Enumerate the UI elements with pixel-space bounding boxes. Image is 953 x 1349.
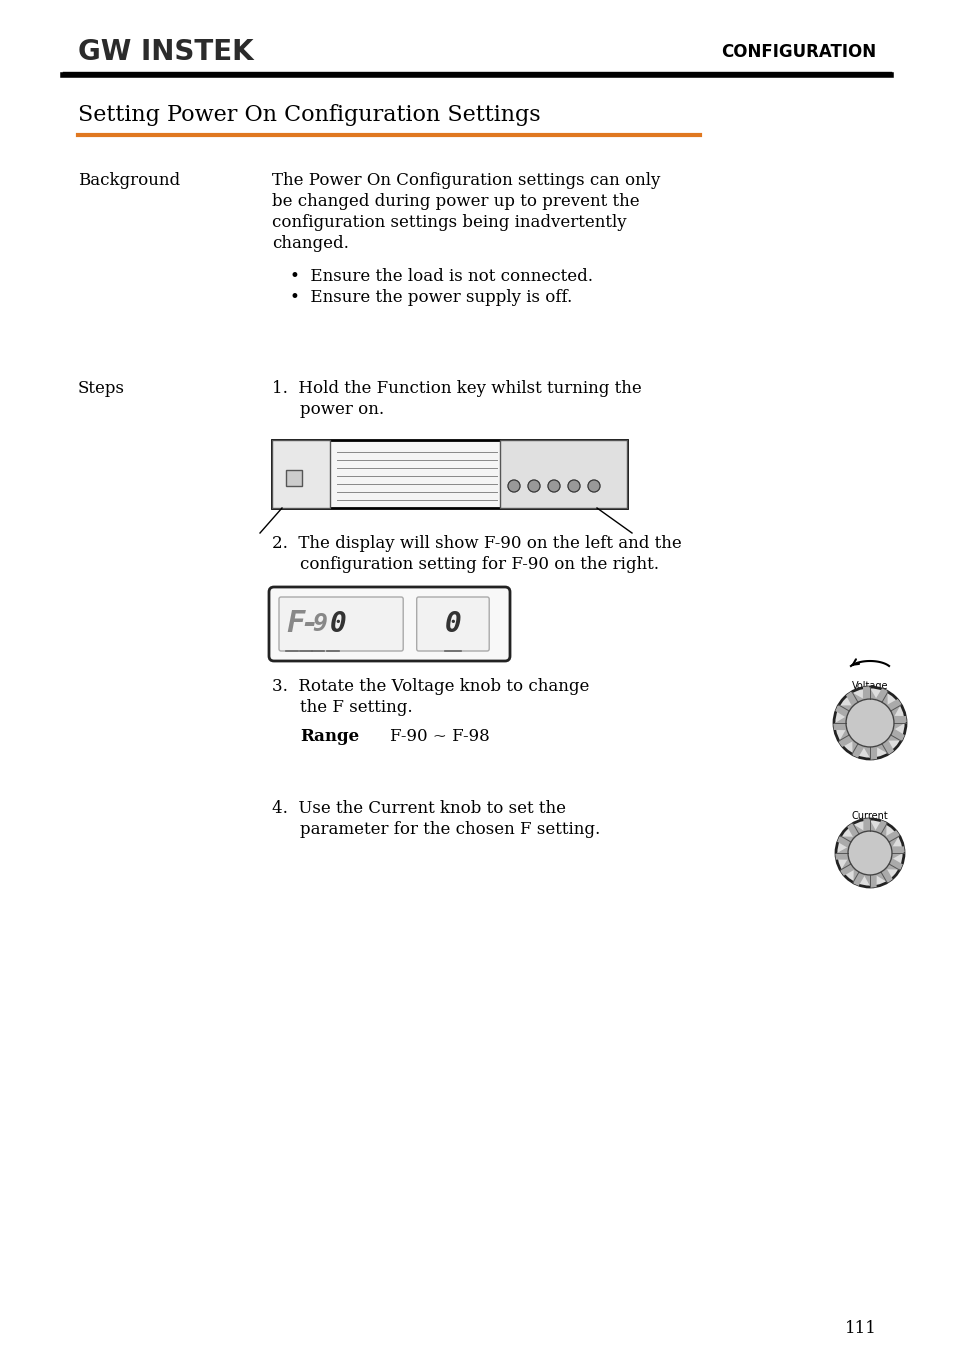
- Polygon shape: [886, 700, 900, 716]
- Polygon shape: [846, 692, 862, 707]
- Circle shape: [845, 699, 893, 747]
- Text: configuration settings being inadvertently: configuration settings being inadvertent…: [272, 214, 626, 231]
- Bar: [499, 440, 626, 509]
- Polygon shape: [863, 874, 875, 888]
- FancyBboxPatch shape: [286, 469, 302, 486]
- Polygon shape: [862, 687, 875, 700]
- Text: 1.  Hold the Function key whilst turning the: 1. Hold the Function key whilst turning …: [272, 380, 641, 397]
- Text: GW INSTEK: GW INSTEK: [78, 38, 253, 66]
- Polygon shape: [833, 716, 846, 730]
- Polygon shape: [847, 824, 863, 838]
- Polygon shape: [853, 869, 863, 885]
- Text: CONFIGURATION: CONFIGURATION: [720, 43, 875, 61]
- Circle shape: [835, 819, 903, 888]
- FancyBboxPatch shape: [278, 598, 403, 652]
- Circle shape: [863, 692, 875, 703]
- Polygon shape: [890, 847, 903, 859]
- Text: Ⓘ: Ⓘ: [866, 692, 872, 701]
- Polygon shape: [875, 689, 886, 706]
- FancyBboxPatch shape: [272, 440, 626, 509]
- Circle shape: [547, 480, 559, 492]
- Polygon shape: [884, 831, 898, 847]
- Circle shape: [527, 480, 539, 492]
- Polygon shape: [835, 847, 848, 859]
- Polygon shape: [886, 728, 902, 741]
- Polygon shape: [875, 869, 891, 882]
- Text: configuration setting for F-90 on the right.: configuration setting for F-90 on the ri…: [299, 556, 659, 573]
- Text: 0: 0: [330, 610, 346, 638]
- Text: Background: Background: [78, 173, 180, 189]
- Text: -: -: [299, 610, 318, 638]
- Text: F-90 ~ F-98: F-90 ~ F-98: [390, 728, 489, 745]
- Polygon shape: [837, 838, 854, 847]
- Bar: [272, 440, 330, 509]
- Circle shape: [587, 480, 599, 492]
- Circle shape: [833, 687, 905, 759]
- Polygon shape: [839, 730, 852, 746]
- Polygon shape: [835, 706, 852, 718]
- Text: •  Ensure the load is not connected.: • Ensure the load is not connected.: [290, 268, 593, 285]
- Text: be changed during power up to prevent the: be changed during power up to prevent th…: [272, 193, 639, 210]
- Text: •  Ensure the power supply is off.: • Ensure the power supply is off.: [290, 289, 572, 306]
- Text: Range: Range: [299, 728, 358, 745]
- Polygon shape: [841, 859, 854, 876]
- Text: changed.: changed.: [272, 235, 349, 252]
- Polygon shape: [863, 819, 875, 832]
- Polygon shape: [862, 746, 876, 759]
- Polygon shape: [884, 858, 901, 869]
- FancyBboxPatch shape: [416, 598, 489, 652]
- Text: The Power On Configuration settings can only: The Power On Configuration settings can …: [272, 173, 659, 189]
- Text: the F setting.: the F setting.: [299, 699, 413, 716]
- FancyBboxPatch shape: [269, 587, 510, 661]
- Polygon shape: [852, 741, 863, 757]
- Text: 111: 111: [844, 1321, 876, 1337]
- Polygon shape: [875, 822, 885, 838]
- Circle shape: [507, 480, 519, 492]
- Circle shape: [567, 480, 579, 492]
- Circle shape: [863, 822, 875, 832]
- Text: F: F: [286, 610, 304, 638]
- Circle shape: [847, 831, 891, 876]
- Text: 3.  Rotate the Voltage knob to change: 3. Rotate the Voltage knob to change: [272, 679, 589, 695]
- Polygon shape: [892, 716, 905, 730]
- Text: parameter for the chosen F setting.: parameter for the chosen F setting.: [299, 822, 599, 838]
- Text: 9: 9: [312, 612, 327, 635]
- Text: power on.: power on.: [299, 401, 384, 418]
- Text: Current: Current: [851, 811, 887, 822]
- Text: Ⓘ: Ⓘ: [866, 823, 872, 831]
- Text: Steps: Steps: [78, 380, 125, 397]
- Text: Voltage: Voltage: [851, 681, 887, 691]
- Text: 4.  Use the Current knob to set the: 4. Use the Current knob to set the: [272, 800, 565, 817]
- Polygon shape: [875, 739, 892, 754]
- Text: 2.  The display will show F-90 on the left and the: 2. The display will show F-90 on the lef…: [272, 536, 681, 552]
- Text: 0: 0: [444, 610, 461, 638]
- Text: Setting Power On Configuration Settings: Setting Power On Configuration Settings: [78, 104, 540, 125]
